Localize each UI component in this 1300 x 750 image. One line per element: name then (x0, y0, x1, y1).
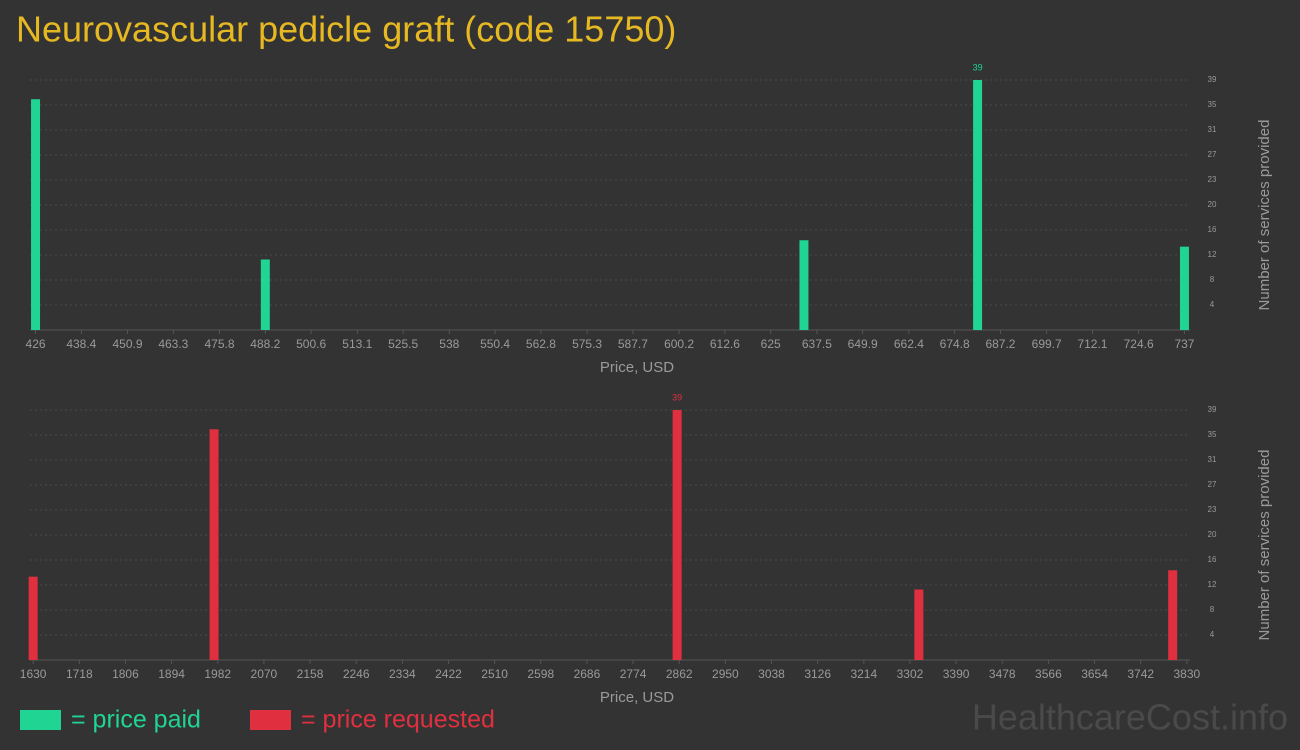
x-tick-label: 3126 (804, 667, 831, 681)
x-tick-label: 2950 (712, 667, 739, 681)
bar (1168, 570, 1178, 660)
bar (914, 589, 924, 660)
y-axis-title: Number of services provided (1256, 120, 1273, 311)
x-tick-label: 538 (439, 337, 459, 351)
x-tick-label: 612.6 (710, 337, 740, 351)
y-tick-label: 39 (1208, 75, 1217, 84)
x-tick-label: 426 (26, 337, 46, 351)
x-tick-label: 2158 (297, 667, 324, 681)
x-tick-label: 3302 (897, 667, 924, 681)
x-tick-label: 3742 (1127, 667, 1154, 681)
x-axis-title: Price, USD (600, 689, 674, 706)
x-tick-label: 3390 (943, 667, 970, 681)
x-tick-label: 475.8 (205, 337, 235, 351)
bar (672, 410, 682, 660)
x-tick-label: 625 (761, 337, 781, 351)
x-tick-label: 1894 (158, 667, 185, 681)
y-tick-label: 20 (1208, 200, 1217, 209)
x-tick-label: 1806 (112, 667, 139, 681)
x-tick-label: 3830 (1174, 667, 1201, 681)
legend-swatch (250, 710, 291, 730)
y-axis-title: Number of services provided (1256, 450, 1273, 641)
bar (209, 429, 219, 660)
x-tick-label: 2246 (343, 667, 370, 681)
y-tick-label: 16 (1208, 555, 1217, 564)
watermark: HealthcareCost.info (972, 697, 1288, 738)
legend-swatch (20, 710, 61, 730)
x-tick-label: 3654 (1081, 667, 1108, 681)
x-tick-label: 513.1 (342, 337, 372, 351)
y-tick-label: 20 (1208, 530, 1217, 539)
x-tick-label: 525.5 (388, 337, 418, 351)
bar (260, 259, 270, 330)
y-tick-label: 35 (1208, 100, 1217, 109)
x-tick-label: 674.8 (940, 337, 970, 351)
bar (799, 240, 809, 330)
x-tick-label: 2774 (620, 667, 647, 681)
value-label: 39 (973, 62, 983, 72)
y-tick-label: 39 (1208, 405, 1217, 414)
x-tick-label: 2422 (435, 667, 462, 681)
x-tick-label: 463.3 (158, 337, 188, 351)
bar (1179, 246, 1189, 330)
y-tick-label: 16 (1208, 225, 1217, 234)
x-tick-label: 2334 (389, 667, 416, 681)
y-tick-label: 12 (1208, 580, 1217, 589)
y-tick-label: 27 (1208, 480, 1217, 489)
y-tick-label: 27 (1208, 150, 1217, 159)
x-tick-label: 575.3 (572, 337, 602, 351)
bar (973, 80, 983, 330)
x-tick-label: 1982 (204, 667, 231, 681)
x-tick-label: 2862 (666, 667, 693, 681)
x-tick-label: 712.1 (1077, 337, 1107, 351)
x-tick-label: 2070 (251, 667, 278, 681)
bar (31, 99, 41, 330)
x-tick-label: 587.7 (618, 337, 648, 351)
x-tick-label: 500.6 (296, 337, 326, 351)
x-tick-label: 2686 (574, 667, 601, 681)
x-tick-label: 3038 (758, 667, 785, 681)
legend-label: = price paid (71, 706, 201, 734)
y-tick-label: 23 (1208, 175, 1217, 184)
x-tick-label: 2510 (481, 667, 508, 681)
y-tick-label: 8 (1210, 605, 1215, 614)
page-title: Neurovascular pedicle graft (code 15750) (16, 9, 676, 50)
legend-label: = price requested (301, 706, 495, 734)
x-tick-label: 737 (1174, 337, 1194, 351)
x-tick-label: 488.2 (250, 337, 280, 351)
x-tick-label: 662.4 (894, 337, 924, 351)
y-tick-label: 23 (1208, 505, 1217, 514)
x-tick-label: 562.8 (526, 337, 556, 351)
x-tick-label: 1630 (20, 667, 47, 681)
value-label: 39 (672, 392, 682, 402)
x-tick-label: 1718 (66, 667, 93, 681)
y-tick-label: 31 (1208, 455, 1217, 464)
x-tick-label: 450.9 (113, 337, 143, 351)
y-tick-label: 8 (1210, 275, 1215, 284)
y-tick-label: 4 (1210, 630, 1215, 639)
x-tick-label: 550.4 (480, 337, 510, 351)
x-tick-label: 687.2 (985, 337, 1015, 351)
x-tick-label: 438.4 (66, 337, 96, 351)
x-tick-label: 600.2 (664, 337, 694, 351)
bar (28, 576, 38, 660)
x-axis-title: Price, USD (600, 359, 674, 376)
x-tick-label: 3566 (1035, 667, 1062, 681)
x-tick-label: 637.5 (802, 337, 832, 351)
y-tick-label: 31 (1208, 125, 1217, 134)
y-tick-label: 4 (1210, 300, 1215, 309)
y-tick-label: 35 (1208, 430, 1217, 439)
x-tick-label: 3214 (850, 667, 877, 681)
x-tick-label: 699.7 (1032, 337, 1062, 351)
x-tick-label: 649.9 (848, 337, 878, 351)
x-tick-label: 724.6 (1124, 337, 1154, 351)
x-tick-label: 3478 (989, 667, 1016, 681)
y-tick-label: 12 (1208, 250, 1217, 259)
x-tick-label: 2598 (527, 667, 554, 681)
